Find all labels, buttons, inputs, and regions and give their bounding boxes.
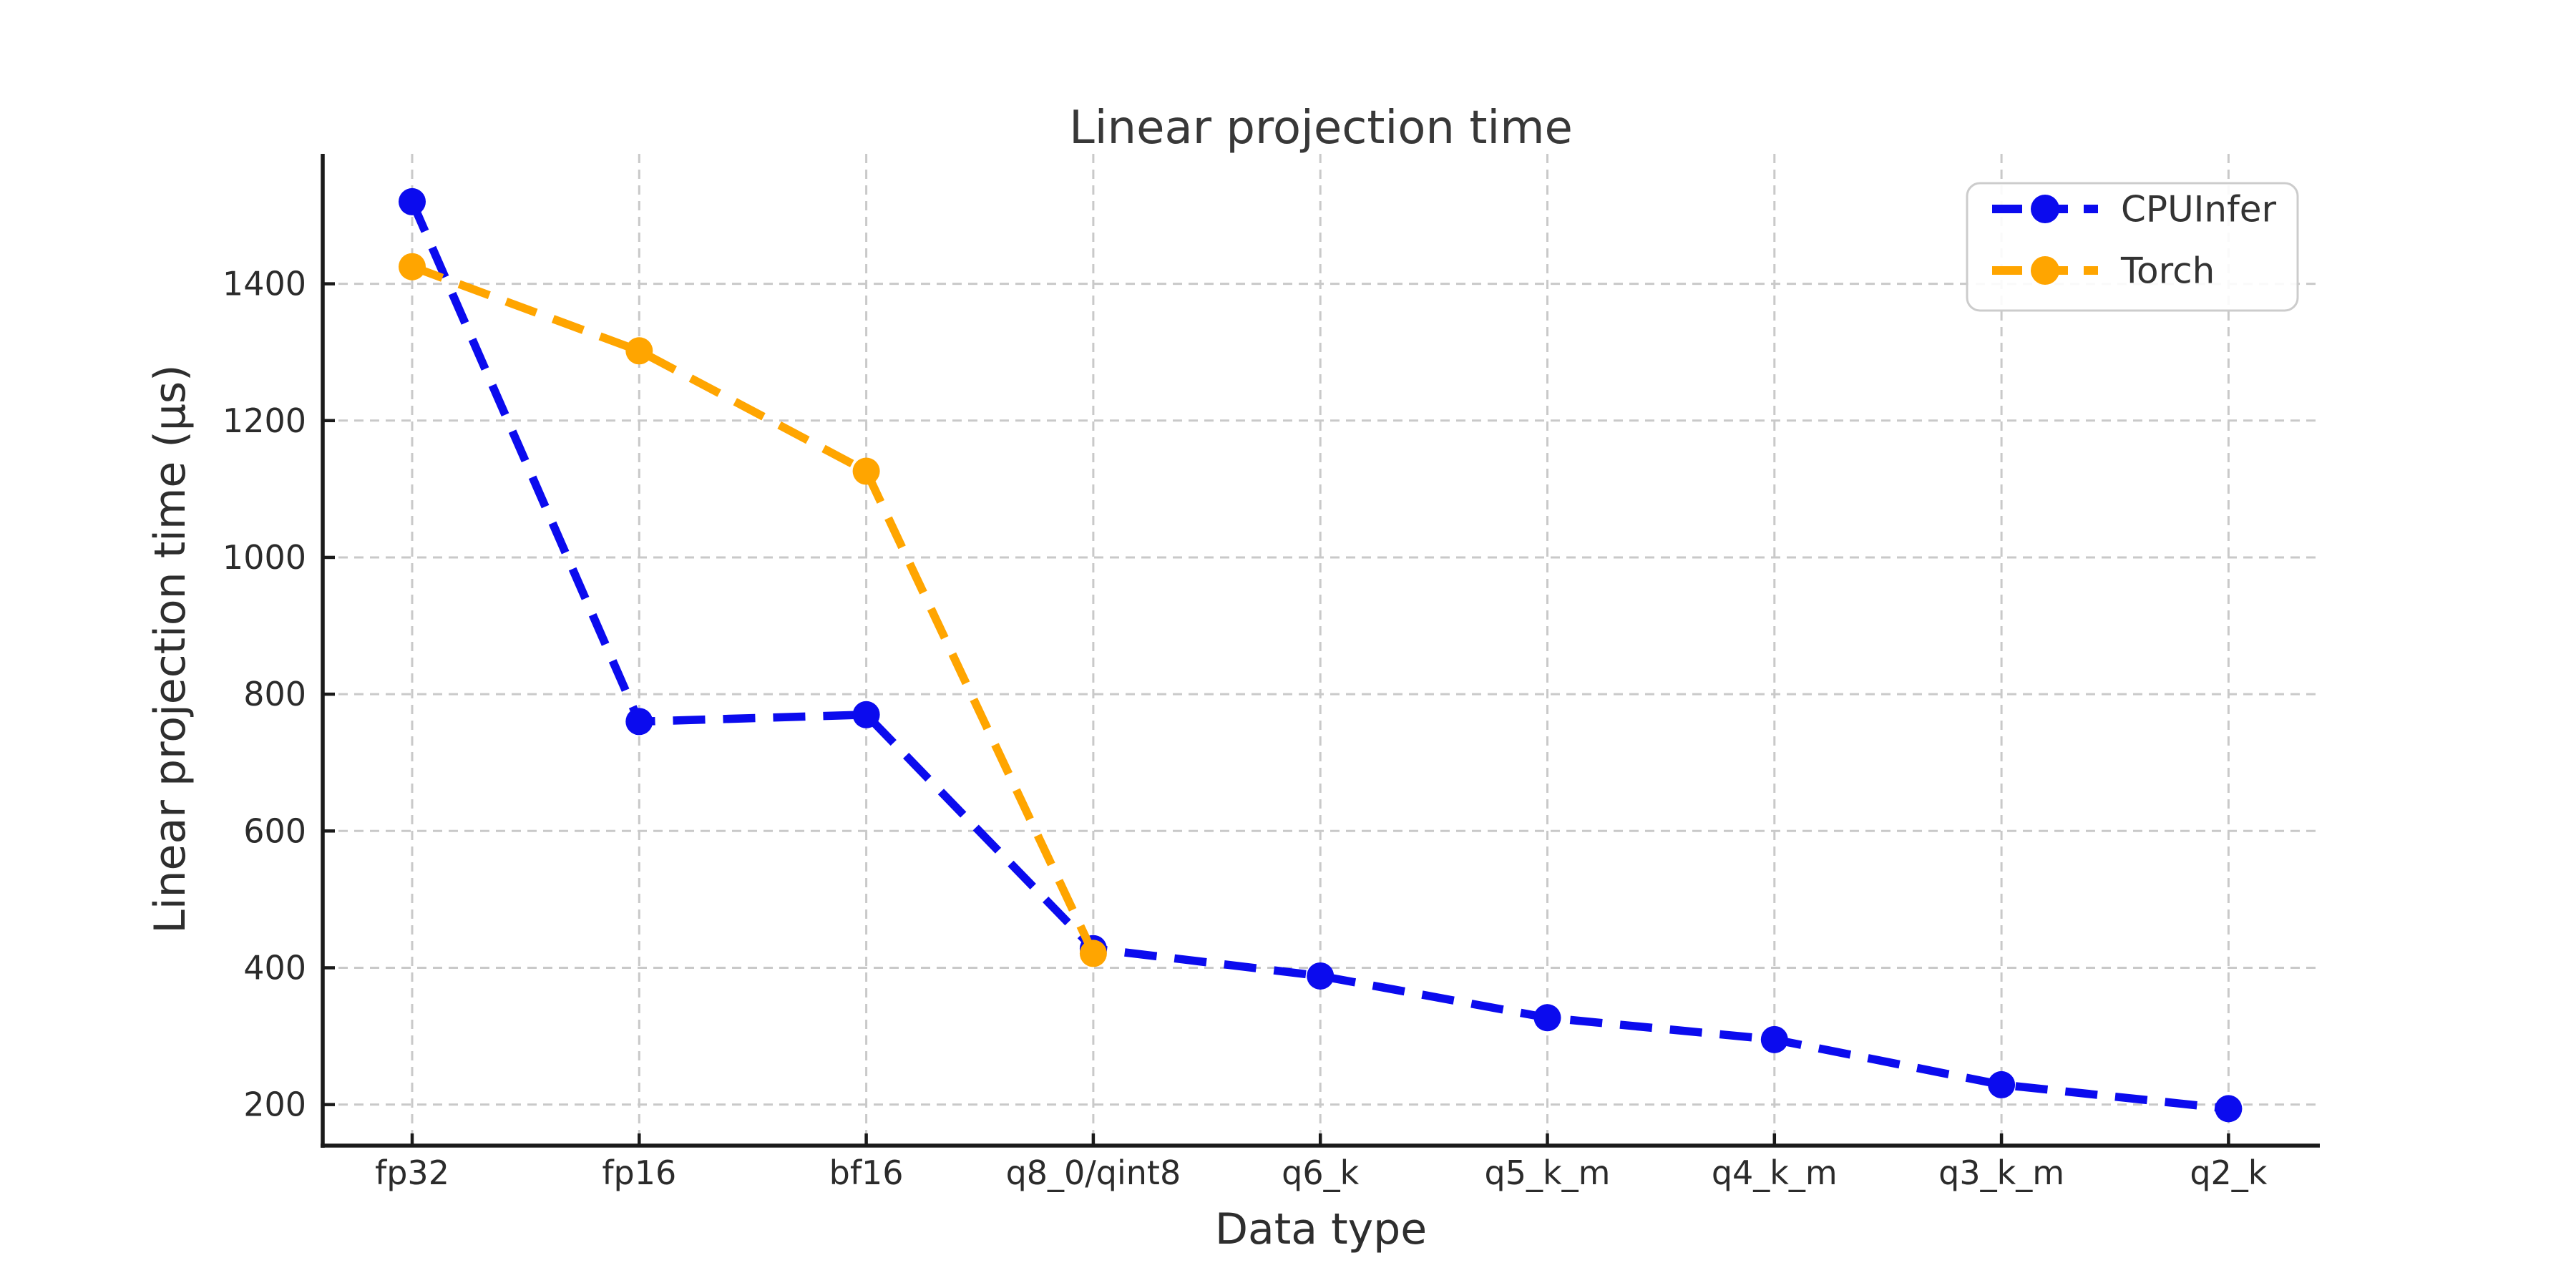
data-point-marker — [1988, 1070, 2016, 1098]
data-point-marker — [1533, 1004, 1561, 1032]
x-tick-label: q2_k — [2190, 1153, 2267, 1192]
data-point-marker — [399, 187, 426, 215]
series-line — [411, 263, 1098, 955]
series-line — [408, 200, 2230, 1113]
series-torch — [399, 253, 1107, 967]
chart-title: Linear projection time — [1069, 102, 1573, 155]
legend-sample-marker — [2031, 195, 2059, 223]
legend-entry-torch: Torch — [1992, 250, 2215, 292]
y-tick-label: 200 — [243, 1085, 306, 1124]
axes: 200 400 600 800 1000 1200 1400 fp32 fp16 bf16 q8_0… — [223, 154, 2320, 1192]
data-point-marker — [625, 708, 653, 736]
x-tick-label: q8_0/qint8 — [1006, 1153, 1181, 1192]
data-point-marker — [399, 253, 426, 280]
data-point-marker — [852, 701, 880, 728]
data-point-marker — [2215, 1095, 2243, 1123]
x-tick-label: fp32 — [375, 1153, 449, 1192]
legend-entry-cpuinfer: CPUInfer — [1992, 189, 2276, 230]
x-axis-label: Data type — [1215, 1204, 1427, 1254]
x-tick-label: fp16 — [602, 1153, 676, 1192]
y-tick-label: 1200 — [223, 401, 306, 440]
x-tick-label: q3_k_m — [1938, 1153, 2064, 1192]
legend-sample-marker — [2031, 256, 2059, 285]
x-tick-label: q5_k_m — [1485, 1153, 1611, 1192]
data-point-marker — [852, 457, 880, 485]
data-series — [399, 187, 2243, 1123]
y-axis-label: Linear projection time (µs) — [145, 364, 195, 933]
legend-entry-label: CPUInfer — [2121, 189, 2276, 230]
x-tick-label: q6_k — [1282, 1153, 1359, 1192]
y-tick-label: 800 — [243, 675, 306, 713]
y-tick-label: 1000 — [223, 538, 306, 577]
y-tick-label: 1400 — [223, 265, 306, 303]
data-point-marker — [1079, 940, 1107, 967]
data-point-marker — [1760, 1025, 1788, 1053]
y-tick-label: 600 — [243, 811, 306, 850]
x-tick-label: bf16 — [829, 1153, 904, 1192]
data-point-marker — [1307, 962, 1335, 990]
legend: CPUInfer Torch — [1966, 182, 2299, 312]
legend-entry-label: Torch — [2120, 250, 2215, 292]
y-tick-label: 400 — [243, 949, 306, 987]
series-cpuinfer — [399, 187, 2243, 1123]
x-tick-label: q4_k_m — [1712, 1153, 1838, 1192]
data-point-marker — [625, 337, 653, 365]
